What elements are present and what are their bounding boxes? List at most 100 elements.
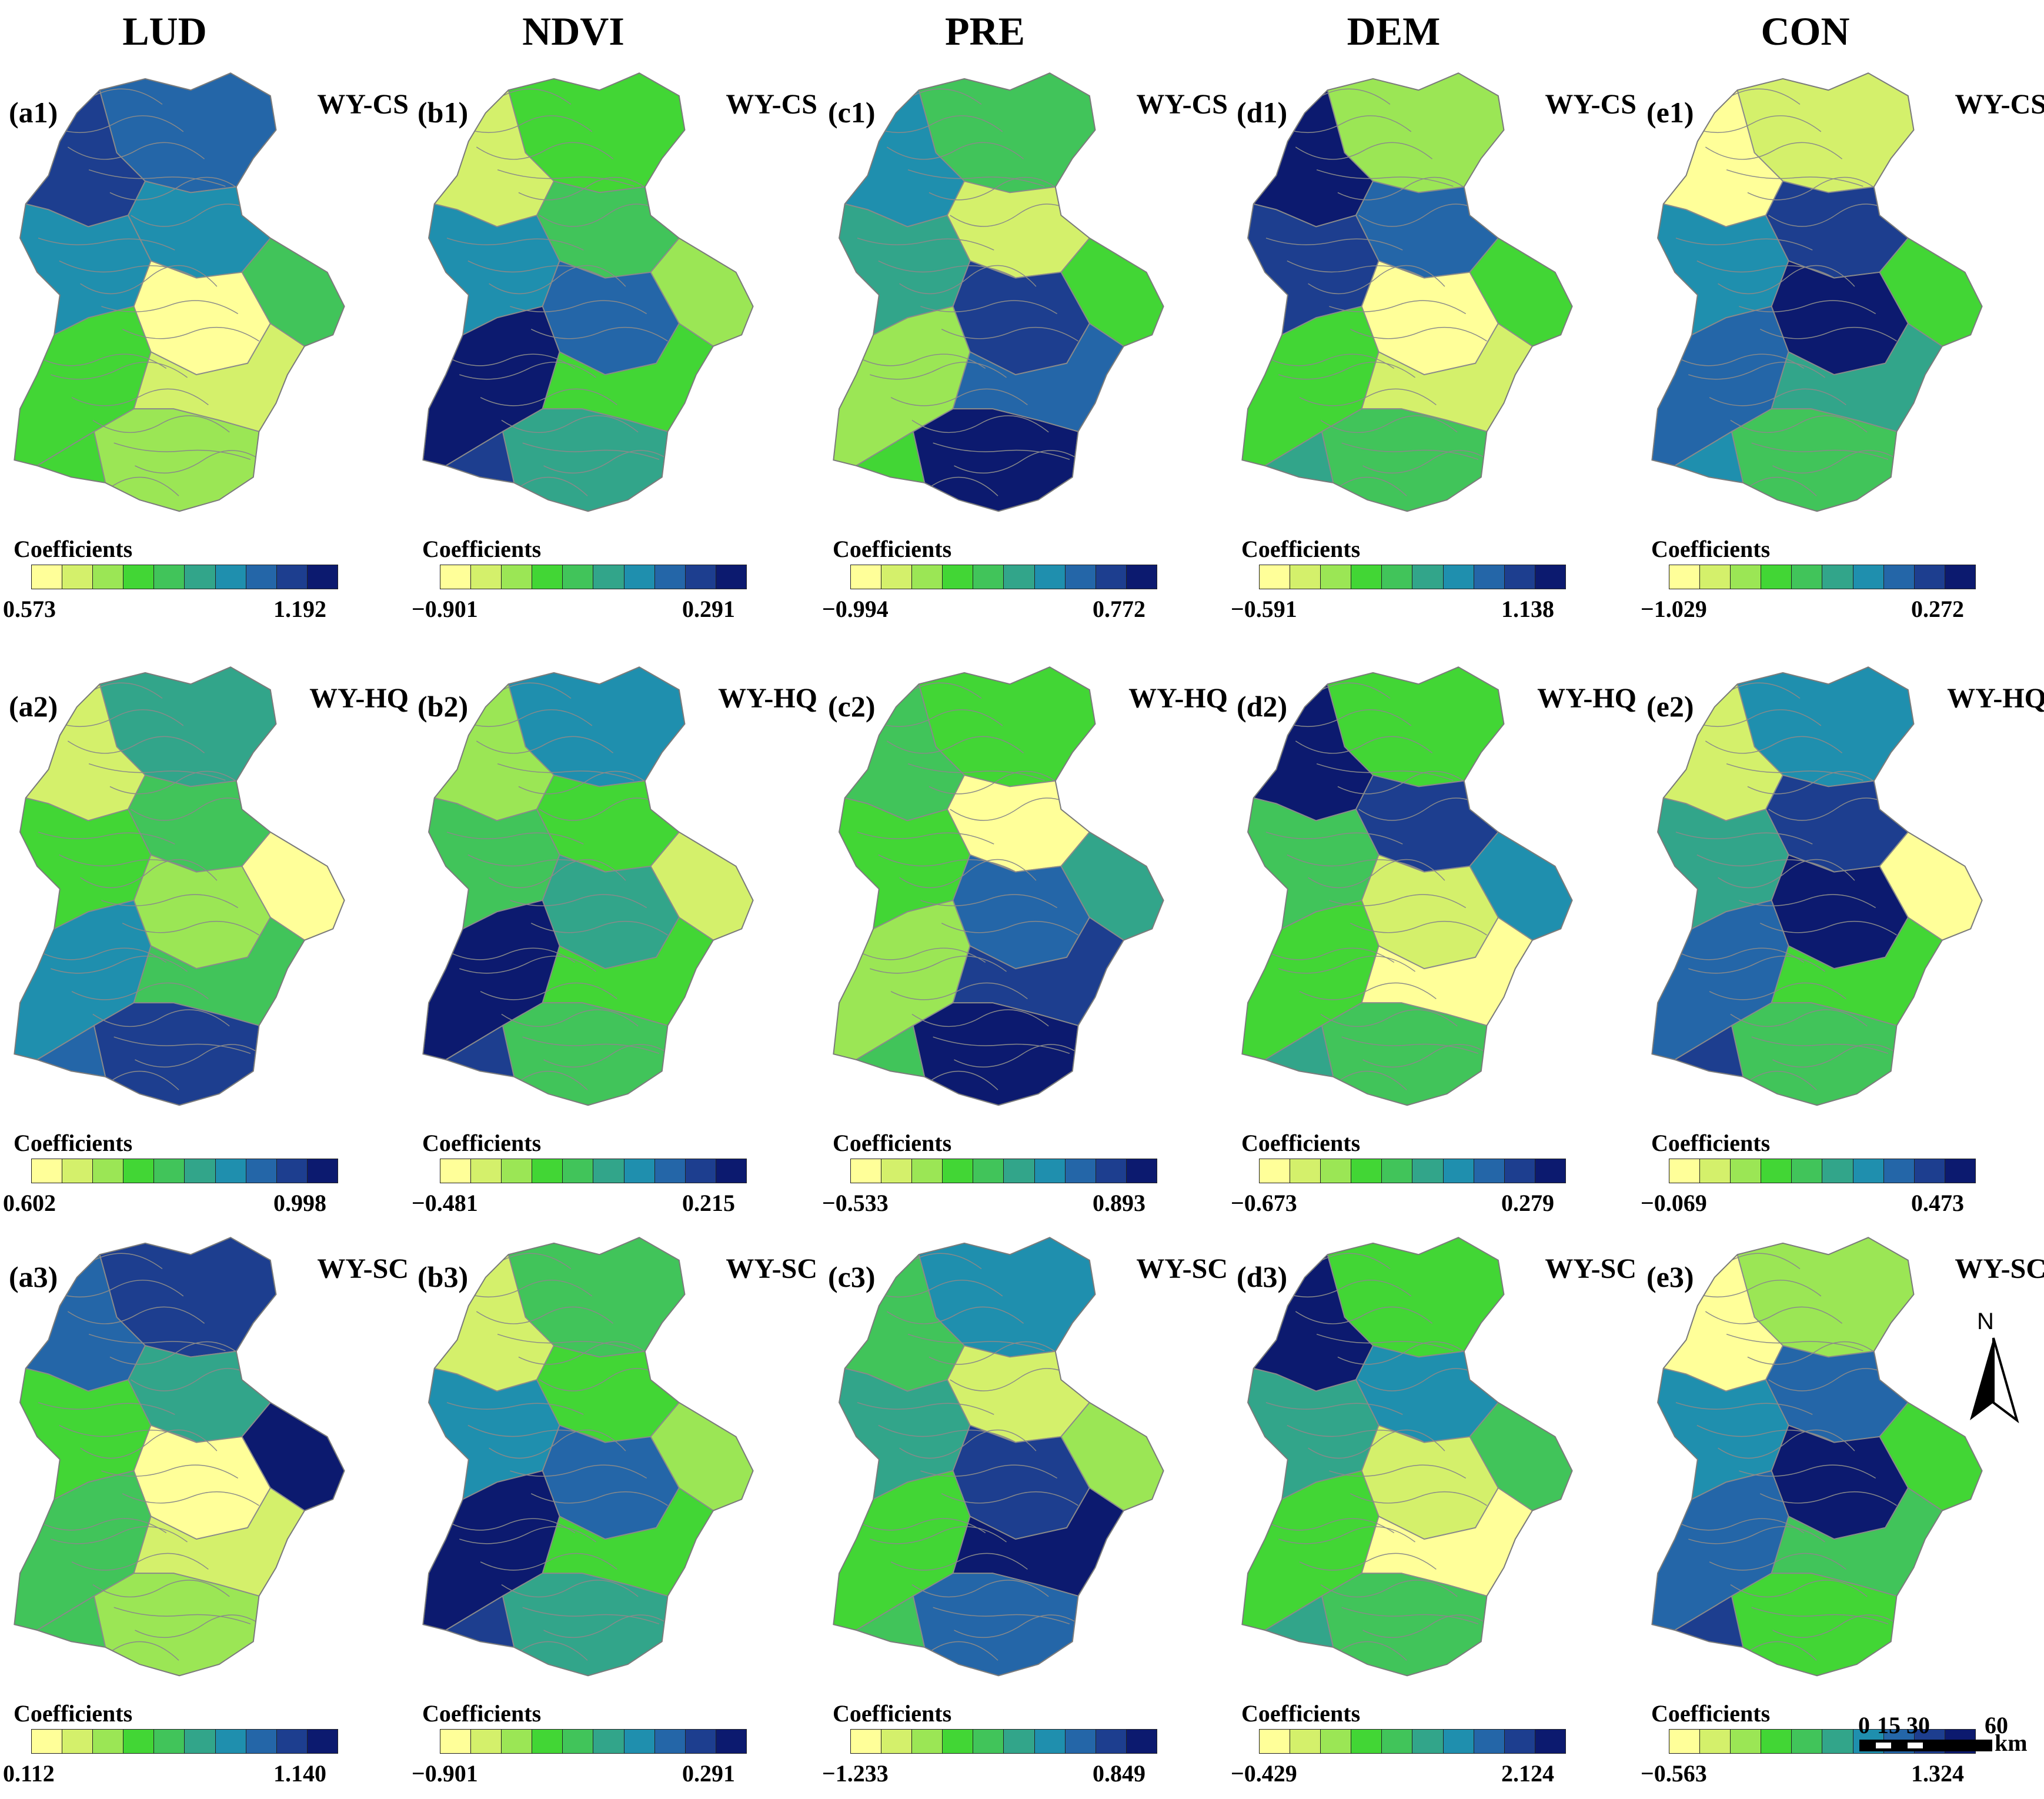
sub-basin-boundary — [109, 176, 247, 201]
legend-swatch — [471, 1159, 502, 1183]
panel-id: (e3) — [1646, 1260, 1694, 1293]
sub-basin-boundary — [890, 388, 1028, 406]
legend-color-bar — [850, 565, 1157, 589]
legend-swatch — [1669, 1159, 1701, 1183]
legend-swatch — [276, 565, 308, 589]
legend-swatch — [1700, 565, 1731, 589]
sub-basin-boundary — [1772, 1614, 1910, 1638]
basin-outline — [14, 1237, 345, 1677]
sub-basin-boundary — [135, 1044, 272, 1068]
legend-swatch — [1474, 565, 1505, 589]
sub-basin-boundary — [1747, 770, 1885, 795]
basin-outline — [1241, 72, 1573, 512]
legend-swatch — [685, 1159, 716, 1183]
legend-swatch — [1822, 1730, 1853, 1753]
legend-swatch — [1004, 565, 1035, 589]
scale-tick-15: 15 — [1877, 1712, 1901, 1738]
legend-max-value: 0.279 — [1501, 1190, 1554, 1216]
sub-basin-zone — [502, 1573, 669, 1676]
sub-basin-boundary — [1329, 1464, 1467, 1479]
legend-swatch — [502, 1730, 533, 1753]
sub-basin-boundary — [446, 1402, 584, 1415]
legend-swatch — [654, 1159, 686, 1183]
basin-map — [422, 72, 754, 512]
legend-swatch — [685, 1730, 716, 1753]
sub-basin-boundary — [1709, 982, 1846, 1000]
sub-basin-boundary — [1696, 1424, 1834, 1443]
legend-swatch — [1260, 565, 1291, 589]
legend-swatch — [1761, 1730, 1792, 1753]
sub-basin-boundary — [46, 115, 184, 133]
sub-basin-boundary — [1667, 945, 1805, 963]
sub-basin-boundary — [59, 260, 196, 278]
sub-basin-boundary — [1274, 709, 1412, 727]
sub-basin-boundary — [1341, 1607, 1479, 1624]
sub-basin-boundary — [1751, 442, 1889, 460]
legend-swatch — [532, 1730, 563, 1753]
sub-basin-boundary — [438, 1516, 576, 1534]
sub-basin-boundary — [67, 736, 205, 754]
sub-basin-boundary — [522, 442, 660, 460]
legend-swatch — [1761, 1159, 1792, 1183]
sub-basin-boundary — [476, 142, 614, 160]
sub-basin-boundary — [941, 920, 1078, 936]
basin-map — [14, 72, 345, 512]
sub-basin-boundary — [1316, 169, 1454, 187]
legend-swatch — [185, 1159, 216, 1183]
sub-basin-zone — [502, 1002, 669, 1106]
sub-basin-boundary — [886, 1306, 1024, 1324]
scenario-label: WY-HQ — [309, 683, 409, 714]
legend-swatch — [1443, 1159, 1474, 1183]
basin-outline — [1651, 666, 1983, 1106]
sub-basin-boundary — [59, 854, 196, 872]
legend-swatch — [1260, 1730, 1291, 1753]
sub-basin-boundary — [907, 1334, 1045, 1351]
legend-swatch — [624, 565, 655, 589]
sub-basin-boundary — [1696, 854, 1834, 872]
sub-basin-boundary — [1718, 859, 1855, 889]
legend-swatch — [276, 1730, 308, 1753]
sub-basin-boundary — [1747, 1341, 1885, 1365]
sub-basin-boundary — [1739, 1464, 1876, 1479]
basin-outline — [1651, 1237, 1983, 1677]
legend-swatch — [123, 565, 155, 589]
sub-basin-boundary — [1688, 1526, 1825, 1544]
sub-basin-boundary — [480, 1553, 617, 1571]
basin-map — [1651, 72, 1983, 512]
sub-basin-boundary — [1667, 1516, 1805, 1534]
legend-min-value: −0.563 — [1641, 1760, 1707, 1787]
map-panel: (b1) WY-CS Coefficients −0.901 0.291 — [412, 59, 817, 623]
coefficients-label: Coefficients — [422, 1700, 542, 1727]
sub-basin-boundary — [489, 265, 626, 295]
sub-basin-zone — [1321, 1573, 1488, 1676]
sub-basin-zone — [93, 408, 260, 512]
scale-tick-60: 60 — [1985, 1712, 2008, 1738]
sub-basin-boundary — [109, 1341, 247, 1365]
sub-basin-boundary — [1718, 1429, 1855, 1459]
sub-basin-boundary — [1705, 142, 1843, 160]
panel-id: (b2) — [418, 690, 469, 723]
scenario-label: WY-CS — [1545, 89, 1636, 120]
legend-swatch — [62, 1159, 93, 1183]
legend-swatch — [1761, 565, 1792, 589]
legend-swatch — [1321, 1159, 1352, 1183]
sub-basin-boundary — [501, 1580, 639, 1598]
sub-basin-zone — [1731, 1573, 1898, 1676]
legend-color-bar — [31, 565, 338, 589]
legend-min-value: 0.573 — [3, 596, 56, 622]
sub-basin-boundary — [1308, 859, 1445, 889]
legend-swatch — [307, 565, 338, 589]
sub-basin-boundary — [38, 238, 175, 251]
sub-basin-boundary — [92, 1009, 230, 1027]
legend-swatch — [123, 1730, 155, 1753]
sub-basin-boundary — [1341, 442, 1479, 460]
map-panel: (a1) WY-CS Coefficients 0.573 1.192 — [3, 59, 409, 623]
sub-basin-boundary — [870, 362, 1007, 380]
sub-basin-boundary — [899, 265, 1037, 295]
legend-swatch — [154, 1730, 185, 1753]
legend-min-value: −1.029 — [1641, 596, 1707, 622]
legend-swatch — [1065, 1159, 1096, 1183]
basin-outline — [833, 72, 1164, 512]
sub-basin-boundary — [1718, 265, 1855, 295]
